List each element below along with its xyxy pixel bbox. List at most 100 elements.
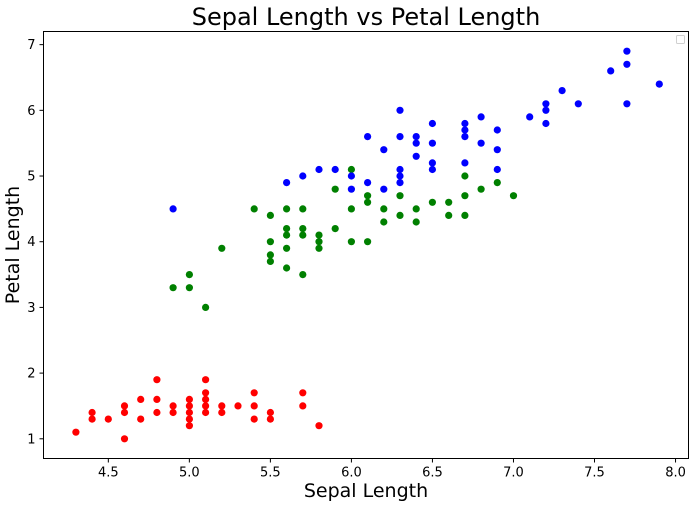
y-tick-label: 6 — [27, 104, 35, 119]
data-point-series-3 — [461, 119, 469, 128]
data-point-series-3 — [412, 139, 420, 147]
data-point-series-2 — [185, 271, 193, 279]
data-point-series-1 — [120, 435, 129, 443]
data-point-series-3 — [607, 67, 615, 75]
data-point-series-2 — [315, 244, 323, 252]
data-point-series-1 — [266, 415, 274, 423]
data-point-series-2 — [266, 238, 274, 246]
data-point-series-3 — [347, 172, 355, 180]
data-point-series-1 — [153, 395, 161, 403]
x-tick-label: 6.0 — [341, 466, 362, 481]
data-point-series-3 — [396, 133, 404, 141]
data-point-series-1 — [153, 376, 161, 384]
data-point-series-2 — [412, 218, 420, 226]
data-point-series-2 — [331, 225, 339, 233]
data-point-series-1 — [72, 428, 80, 436]
data-point-series-2 — [299, 271, 307, 279]
data-point-series-3 — [299, 172, 307, 180]
data-point-series-3 — [412, 133, 420, 141]
data-point-series-2 — [347, 205, 355, 213]
data-point-series-3 — [477, 139, 485, 147]
data-point-series-1 — [202, 376, 210, 384]
data-point-series-3 — [364, 133, 372, 141]
data-point-series-1 — [250, 402, 258, 410]
data-point-series-2 — [347, 165, 355, 174]
x-tick-label: 5.5 — [260, 466, 281, 481]
data-point-series-2 — [266, 257, 274, 265]
data-point-series-3 — [542, 119, 550, 128]
data-point-series-2 — [412, 205, 420, 213]
y-axis-label: Petal Length — [2, 186, 24, 304]
data-point-series-1 — [202, 389, 210, 397]
y-tick-label: 2 — [27, 367, 35, 382]
data-point-series-3 — [380, 185, 388, 193]
data-point-series-3 — [428, 165, 436, 174]
data-point-series-2 — [380, 218, 388, 226]
data-point-series-1 — [185, 402, 193, 410]
data-point-series-3 — [623, 100, 631, 108]
y-axis: 1 2 3 4 5 6 7 — [27, 38, 44, 447]
x-tick-label: 8.0 — [665, 466, 686, 481]
data-point-series-3 — [283, 179, 291, 187]
data-point-series-2 — [266, 251, 274, 259]
data-point-series-3 — [477, 113, 485, 121]
data-point-series-1 — [266, 408, 274, 417]
data-point-series-2 — [364, 238, 372, 246]
data-point-series-2 — [283, 225, 291, 233]
data-point-series-1 — [104, 415, 112, 423]
data-point-series-2 — [493, 179, 501, 187]
data-point-series-3 — [380, 146, 388, 154]
data-point-series-1 — [153, 408, 161, 417]
data-point-series-1 — [88, 415, 96, 423]
data-point-series-1 — [185, 422, 193, 430]
data-point-series-2 — [445, 211, 453, 219]
data-point-series-3 — [331, 165, 339, 174]
data-point-series-2 — [347, 238, 355, 246]
y-tick-label: 1 — [27, 432, 35, 447]
data-point-series-3 — [542, 106, 550, 114]
data-point-series-1 — [120, 408, 129, 417]
data-point-series-1 — [185, 408, 193, 417]
x-axis-label: Sepal Length — [304, 480, 428, 502]
data-point-series-3 — [428, 159, 436, 167]
data-point-series-1 — [202, 402, 210, 410]
data-point-series-3 — [493, 146, 501, 154]
x-axis: 4.5 5.0 5.5 6.0 6.5 7.0 7.5 8.0 — [98, 458, 686, 481]
data-point-series-2 — [461, 172, 469, 180]
data-point-series-2 — [185, 284, 193, 292]
data-point-series-1 — [218, 402, 226, 410]
data-point-series-1 — [88, 408, 96, 417]
data-point-series-3 — [655, 80, 663, 88]
data-point-series-1 — [250, 415, 258, 423]
y-tick-label: 4 — [27, 235, 35, 250]
data-point-series-3 — [364, 179, 372, 187]
data-point-series-2 — [299, 205, 307, 213]
data-point-series-3 — [574, 100, 582, 108]
data-point-series-2 — [283, 231, 291, 239]
data-point-series-3 — [428, 119, 436, 128]
data-point-series-1 — [299, 402, 307, 410]
x-tick-label: 7.0 — [503, 466, 524, 481]
data-point-series-2 — [250, 205, 258, 213]
x-tick-label: 4.5 — [98, 466, 119, 481]
data-point-series-2 — [364, 192, 372, 200]
data-point-series-3 — [623, 47, 631, 55]
x-tick-label: 5.0 — [179, 466, 200, 481]
data-point-series-1 — [218, 408, 226, 417]
data-points — [72, 47, 663, 443]
data-point-series-2 — [509, 192, 518, 200]
data-point-series-1 — [169, 408, 177, 417]
data-point-series-1 — [185, 415, 193, 423]
plot-area-frame — [43, 31, 689, 459]
data-point-series-1 — [185, 395, 193, 403]
data-point-series-2 — [299, 225, 307, 233]
data-point-series-3 — [396, 165, 404, 174]
data-point-series-2 — [461, 192, 469, 200]
data-point-series-3 — [412, 152, 420, 160]
data-point-series-2 — [380, 205, 388, 213]
data-point-series-2 — [364, 198, 372, 206]
data-point-series-1 — [234, 402, 242, 410]
data-point-series-2 — [477, 185, 485, 193]
data-point-series-3 — [315, 165, 323, 174]
